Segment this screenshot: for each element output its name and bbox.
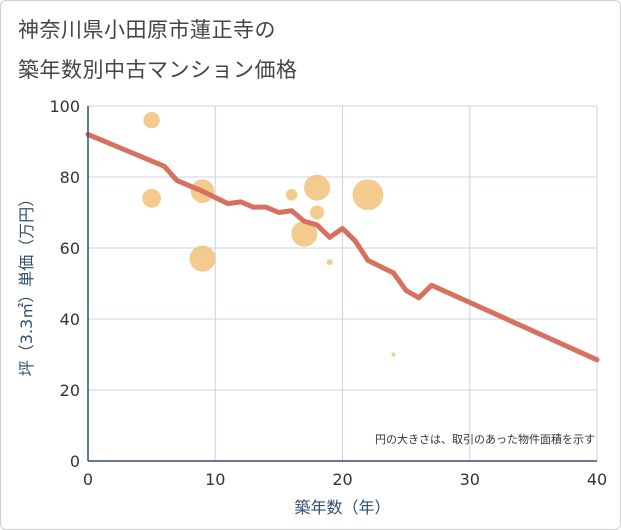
- y-tick-label: 20: [60, 381, 80, 400]
- x-tick-label: 40: [587, 470, 607, 489]
- tick-labels: 0 20 40 60 80 100 0 10 20 30 40: [49, 97, 607, 489]
- data-point: [189, 245, 216, 272]
- data-point: [291, 220, 318, 247]
- data-point: [352, 179, 384, 211]
- y-tick-label: 40: [60, 310, 80, 329]
- data-point: [143, 112, 160, 129]
- bubble-layer: [142, 112, 396, 357]
- y-tick-label: 80: [60, 168, 80, 187]
- y-tick-label: 100: [49, 97, 80, 116]
- y-axis-label: 坪（3.3㎡）単価（万円）: [17, 191, 36, 376]
- trend-line: [85, 131, 600, 363]
- x-tick-label: 0: [83, 470, 93, 489]
- data-point: [326, 259, 333, 266]
- y-tick-label: 60: [60, 239, 80, 258]
- x-axis-label: 築年数（年）: [294, 498, 390, 517]
- bubble-size-note: 円の大きさは、取引のあった物件面積を示す: [375, 432, 595, 446]
- x-tick-label: 20: [332, 470, 352, 489]
- data-point: [142, 188, 162, 208]
- x-tick-label: 10: [205, 470, 225, 489]
- grid: [87, 105, 598, 462]
- x-tick-label: 30: [460, 470, 480, 489]
- data-point: [285, 188, 298, 201]
- y-tick-label: 0: [70, 452, 80, 471]
- chart-title-line2: 築年数別中古マンション価格: [18, 58, 298, 82]
- data-point: [304, 174, 331, 201]
- data-point: [391, 352, 396, 357]
- data-point: [310, 205, 325, 220]
- chart-title-line1: 神奈川県小田原市蓮正寺の: [18, 18, 276, 42]
- axes: [87, 106, 597, 462]
